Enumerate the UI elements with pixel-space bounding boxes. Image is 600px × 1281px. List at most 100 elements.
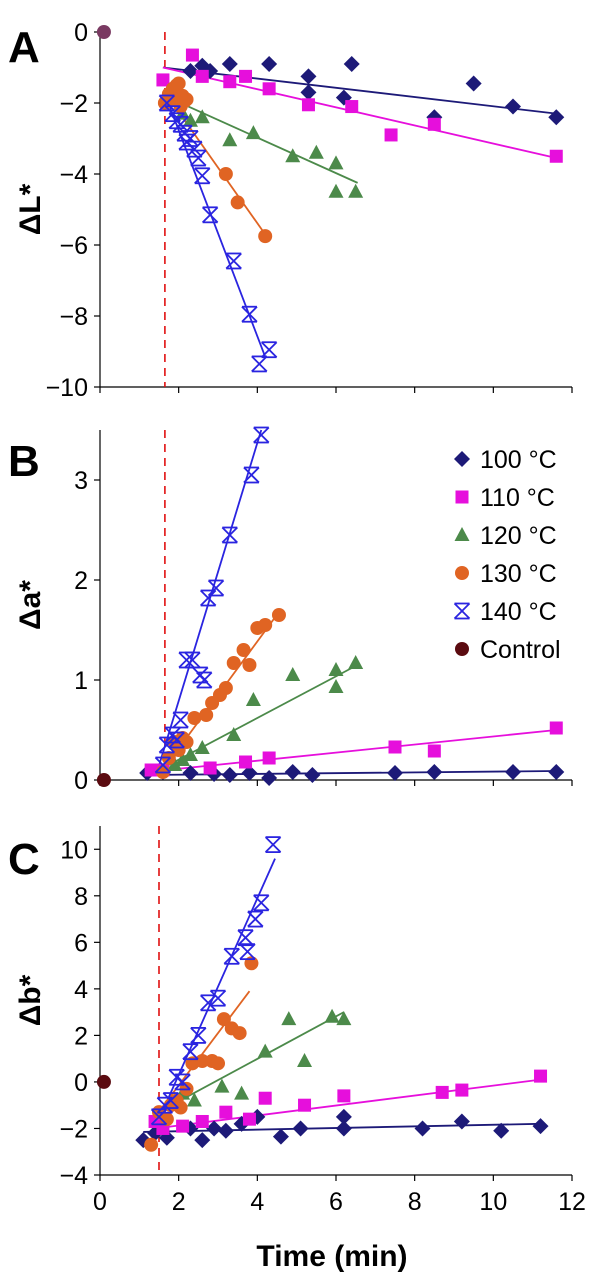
series-140 (158, 94, 278, 373)
point-100 (221, 767, 238, 783)
point-120 (245, 692, 261, 706)
point-110 (262, 751, 276, 765)
star-stroke (182, 1043, 199, 1060)
y-tick-label: −10 (46, 374, 88, 402)
star-stroke (209, 990, 227, 1007)
star-stroke (264, 836, 282, 853)
point-130 (173, 1100, 188, 1115)
point-100 (548, 764, 565, 780)
star-stroke (253, 894, 270, 911)
point-100 (548, 109, 565, 126)
point-110 (185, 48, 199, 62)
point-130 (216, 1012, 231, 1027)
y-tick-label: −8 (59, 303, 88, 331)
point-120 (281, 1011, 297, 1026)
legend-marker-120 (454, 527, 470, 541)
point-110 (345, 100, 359, 114)
point-130 (199, 708, 214, 722)
point-130 (258, 618, 273, 632)
point-100 (387, 765, 403, 781)
point-100 (414, 1120, 431, 1137)
point-140 (190, 1027, 207, 1044)
point-140 (253, 894, 270, 912)
point-140 (221, 526, 238, 544)
x-tick-label: 12 (558, 1188, 586, 1216)
point-100 (249, 1108, 266, 1125)
y-tick-label: −4 (59, 161, 88, 189)
series-110 (148, 1069, 548, 1135)
series-140 (150, 836, 282, 1126)
x-tick-label: 8 (408, 1188, 422, 1216)
point-110 (239, 755, 253, 769)
point-120 (222, 132, 238, 147)
point-110 (156, 73, 170, 87)
point-140 (241, 305, 258, 323)
star-stroke (225, 252, 242, 270)
star-stroke (162, 1092, 179, 1109)
point-110 (427, 117, 441, 131)
legend-item-100: 100 °C (454, 446, 557, 474)
series-100 (135, 1108, 549, 1149)
star-stroke (158, 736, 176, 754)
series-100 (182, 55, 565, 126)
point-130 (271, 608, 286, 622)
legend-item-140: 140 °C (453, 598, 557, 626)
y-axis-title: Δa* (14, 580, 47, 630)
panel-letter: C (8, 835, 40, 884)
point-130 (211, 1056, 225, 1071)
x-tick-label: 0 (93, 1188, 107, 1216)
point-120 (336, 1011, 352, 1026)
star-stroke (168, 731, 185, 749)
star-stroke (251, 355, 268, 373)
point-130 (226, 656, 241, 670)
star-stroke (184, 651, 201, 669)
point-100 (194, 1132, 211, 1149)
point-100 (493, 1122, 510, 1139)
panel-b: 0 1 2 3 B Δa* (8, 426, 573, 795)
point-110 (298, 1098, 312, 1112)
point-100 (261, 55, 278, 72)
point-100 (505, 764, 521, 780)
point-100 (300, 68, 317, 85)
star-stroke (158, 94, 176, 112)
point-130 (179, 92, 194, 107)
star-stroke (186, 141, 203, 158)
point-140 (247, 910, 264, 928)
star-stroke (172, 116, 189, 133)
point-130 (230, 195, 245, 210)
y-tick-label: 8 (74, 883, 88, 911)
point-120 (328, 679, 344, 693)
star-stroke (201, 206, 219, 223)
y-tick-label: 2 (74, 567, 88, 595)
point-control (96, 25, 111, 39)
point-110 (239, 69, 253, 83)
point-110 (388, 740, 402, 754)
legend-label: 110 °C (480, 484, 555, 512)
point-140 (174, 1073, 191, 1091)
star-stroke (190, 149, 207, 167)
point-110 (549, 721, 563, 735)
series-100 (139, 764, 565, 786)
point-110 (242, 1112, 256, 1126)
point-100 (241, 765, 258, 781)
legend-label: Control (480, 636, 561, 664)
y-tick-label: −6 (59, 232, 88, 260)
fit-line-120 (162, 667, 353, 769)
point-100 (272, 1128, 289, 1145)
point-140 (225, 252, 242, 270)
legend-label: 140 °C (480, 598, 557, 626)
star-stroke (221, 526, 238, 544)
point-120 (328, 183, 344, 198)
y-axis-title: ΔL* (14, 183, 47, 235)
point-100 (217, 1122, 234, 1139)
point-140 (223, 947, 240, 965)
point-100 (505, 98, 521, 115)
point-100 (304, 767, 321, 783)
point-100 (206, 1120, 223, 1137)
series-110 (156, 48, 563, 163)
legend-marker-100 (454, 451, 470, 467)
point-110 (384, 128, 398, 142)
point-100 (221, 55, 238, 72)
point-140 (172, 711, 189, 729)
